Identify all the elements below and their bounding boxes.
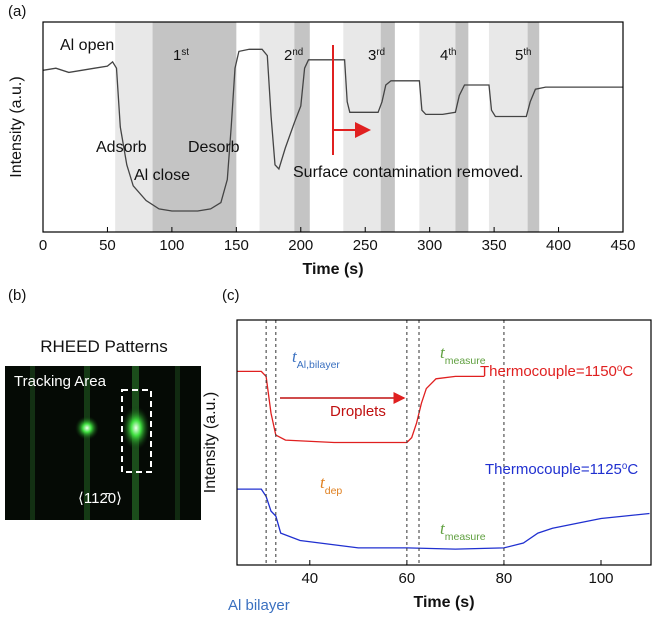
annotation-part: t [320, 473, 326, 492]
x-tick-label: 250 [353, 237, 378, 254]
annotation: Adsorb [96, 139, 147, 156]
shaded-region [527, 22, 540, 232]
annotation: 2nd [284, 47, 303, 65]
spot [122, 406, 150, 450]
annotation-part: t [440, 519, 446, 538]
annotation: Al open [60, 37, 114, 54]
annotation-part: rd [376, 47, 385, 58]
axis-frame [42, 21, 624, 233]
streak [30, 366, 35, 520]
x-tick-label: 450 [610, 237, 635, 254]
annotation-part: 2 [284, 47, 292, 64]
data-line [237, 370, 485, 444]
annotation-part: 3 [368, 47, 376, 64]
annotation-part: C [627, 461, 638, 478]
spot [75, 416, 99, 440]
annotation-part: o [617, 363, 623, 374]
image-title: RHEED Patterns [40, 337, 168, 356]
annotation: tmeasure [440, 343, 486, 367]
annotation: tAl,bilayer [292, 347, 340, 371]
annotation: Al bilayer [228, 597, 290, 614]
x-tick-label: 400 [546, 237, 571, 254]
shaded-region [455, 22, 469, 232]
annotation: tmeasure [440, 519, 486, 543]
axis-frame [236, 319, 652, 566]
panel-label: (c) [222, 287, 240, 304]
annotation: Thermocouple=1125oC [485, 461, 638, 479]
x-tick-label: 200 [288, 237, 313, 254]
panel-b: (b) RHEED Patterns Tracking Area ⟨112̄0⟩ [5, 287, 201, 520]
streak [84, 366, 90, 520]
x-tick-label: 40 [301, 570, 318, 587]
annotation: Droplets [330, 403, 386, 420]
rheed-image [5, 366, 201, 520]
x-axis-label: Time (s) [302, 261, 363, 278]
shaded-region [419, 22, 456, 232]
annotation: Thermocouple=1150oC [480, 363, 633, 381]
annotation: 4th [440, 47, 456, 65]
annotation-part: th [448, 47, 456, 58]
annotation-part: 4 [440, 47, 448, 64]
annotation: Al close [134, 167, 190, 184]
annotation-part: measure [445, 531, 486, 543]
annotation: 3rd [368, 47, 385, 65]
annotation: tdep [320, 473, 342, 497]
x-axis-label: Time (s) [413, 594, 474, 611]
shaded-region [380, 22, 395, 232]
annotation-part: nd [292, 47, 303, 58]
annotation-part: o [622, 461, 628, 472]
shaded-region [488, 22, 528, 232]
tracking-box [121, 389, 152, 473]
y-axis-label: Intensity (a.u.) [8, 76, 25, 177]
y-axis-label: Intensity (a.u.) [202, 392, 219, 493]
data-line [42, 48, 623, 212]
annotation-part: measure [445, 355, 486, 367]
data-line [237, 488, 650, 550]
x-tick-label: 0 [39, 237, 47, 254]
annotation-part: Al,bilayer [297, 359, 341, 371]
shaded-region [259, 22, 295, 232]
panel-label: (b) [8, 287, 26, 304]
annotation: Surface contamination removed. [293, 164, 523, 181]
shaded-region [152, 22, 237, 232]
x-tick-label: 80 [496, 570, 513, 587]
x-tick-label: 60 [399, 570, 416, 587]
annotation: 1st [173, 47, 189, 65]
annotation-part: Thermocouple=1150 [480, 363, 617, 380]
direction-label: ⟨112̄0⟩ [78, 490, 122, 507]
annotation-part: th [523, 47, 531, 58]
shaded-region [115, 22, 153, 232]
annotation-part: Al bilayer [228, 597, 290, 614]
x-tick-label: 100 [159, 237, 184, 254]
streak [175, 366, 180, 520]
region-label: Tracking Area [14, 373, 107, 390]
annotation-part: dep [325, 485, 343, 497]
annotation-part: 5 [515, 47, 523, 64]
x-tick-label: 50 [99, 237, 116, 254]
annotation-part: Thermocouple=1125 [485, 461, 622, 478]
panel-label: (a) [8, 3, 26, 20]
x-tick-label: 150 [224, 237, 249, 254]
annotation-part: 1 [173, 47, 181, 64]
annotation-part: C [622, 363, 633, 380]
shaded-region [294, 22, 310, 232]
x-tick-label: 100 [588, 570, 613, 587]
annotation-part: Droplets [330, 403, 386, 420]
annotation: Desorb [188, 139, 240, 156]
annotation-part: t [440, 343, 446, 362]
x-tick-label: 300 [417, 237, 442, 254]
x-tick-label: 350 [482, 237, 507, 254]
annotation: 5th [515, 47, 531, 65]
annotation-part: st [181, 47, 189, 58]
annotation-part: t [292, 347, 298, 366]
